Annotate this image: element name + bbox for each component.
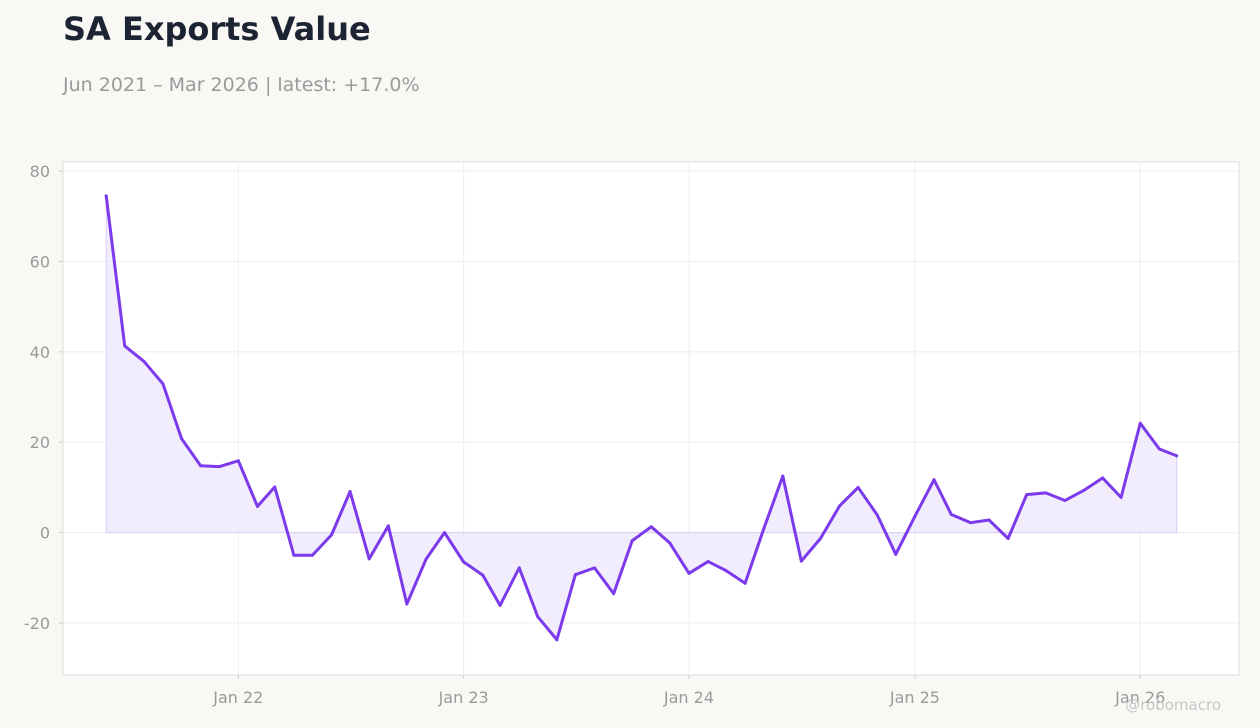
data-point: [706, 560, 710, 564]
watermark: @robomacro: [1125, 696, 1221, 714]
data-point: [1101, 476, 1105, 480]
data-point: [856, 485, 860, 489]
data-point: [424, 557, 428, 561]
data-point: [1175, 454, 1179, 458]
chart-subtitle: Jun 2021 – Mar 2026 | latest: +17.0%: [63, 74, 420, 96]
data-point: [894, 552, 898, 556]
data-point: [781, 474, 785, 478]
x-tick-label: Jan 22: [212, 688, 263, 707]
data-point: [612, 592, 616, 596]
data-point: [743, 581, 747, 585]
y-tick-label: 0: [40, 524, 50, 543]
data-point: [949, 513, 953, 517]
data-point: [932, 478, 936, 482]
data-point: [593, 566, 597, 570]
data-point: [180, 437, 184, 441]
data-point: [386, 524, 390, 528]
data-point: [273, 485, 277, 489]
data-point: [818, 537, 822, 541]
data-point: [498, 603, 502, 607]
data-point: [104, 194, 108, 198]
data-point: [1063, 499, 1067, 503]
data-point: [555, 638, 559, 642]
series-points: [104, 194, 1179, 642]
y-tick-label: 40: [30, 343, 50, 362]
data-point: [123, 344, 127, 348]
data-point: [630, 539, 634, 543]
data-point: [1138, 421, 1142, 425]
x-tick-label: Jan 24: [663, 688, 714, 707]
data-point: [762, 527, 766, 531]
data-point: [1006, 537, 1010, 541]
x-tick-label: Jan 26: [1114, 688, 1165, 707]
data-point: [517, 566, 521, 570]
data-point: [668, 541, 672, 545]
data-point: [987, 518, 991, 522]
data-point: [536, 615, 540, 619]
data-point: [875, 513, 879, 517]
y-axis-ticks: 80 60 40 20 0 -20: [24, 162, 63, 633]
data-point: [799, 559, 803, 563]
data-point: [405, 602, 409, 606]
data-point: [968, 521, 972, 525]
x-tick-label: Jan 23: [438, 688, 489, 707]
data-point: [1119, 495, 1123, 499]
data-point: [687, 571, 691, 575]
data-point: [1025, 493, 1029, 497]
y-tick-label: 20: [30, 433, 50, 452]
data-point: [255, 504, 259, 508]
data-point: [330, 533, 334, 537]
y-tick-label: 80: [30, 162, 50, 181]
data-point: [649, 525, 653, 529]
x-gridlines: [237, 162, 1141, 675]
data-point: [199, 464, 203, 468]
series-line: [104, 194, 1179, 642]
data-point: [217, 465, 221, 469]
data-point: [1157, 447, 1161, 451]
data-point: [310, 553, 314, 557]
plot-area: [62, 161, 1240, 676]
x-axis-ticks: Jan 22 Jan 23 Jan 24 Jan 25 Jan 26: [212, 675, 1165, 707]
data-point: [573, 573, 577, 577]
data-point: [142, 359, 146, 363]
data-point: [724, 569, 728, 573]
chart-title: SA Exports Value: [63, 10, 371, 48]
data-point: [1081, 489, 1085, 493]
data-point: [462, 560, 466, 564]
data-point: [481, 573, 485, 577]
data-point: [348, 489, 352, 493]
data-point: [913, 514, 917, 518]
y-tick-label: -20: [24, 614, 50, 633]
x-tick-label: Jan 25: [889, 688, 940, 707]
data-point: [838, 504, 842, 508]
data-point: [443, 531, 447, 535]
data-point: [161, 382, 165, 386]
data-point: [1044, 491, 1048, 495]
data-point: [236, 459, 240, 463]
data-point: [292, 553, 296, 557]
data-point: [367, 557, 371, 561]
y-tick-label: 60: [30, 252, 50, 271]
